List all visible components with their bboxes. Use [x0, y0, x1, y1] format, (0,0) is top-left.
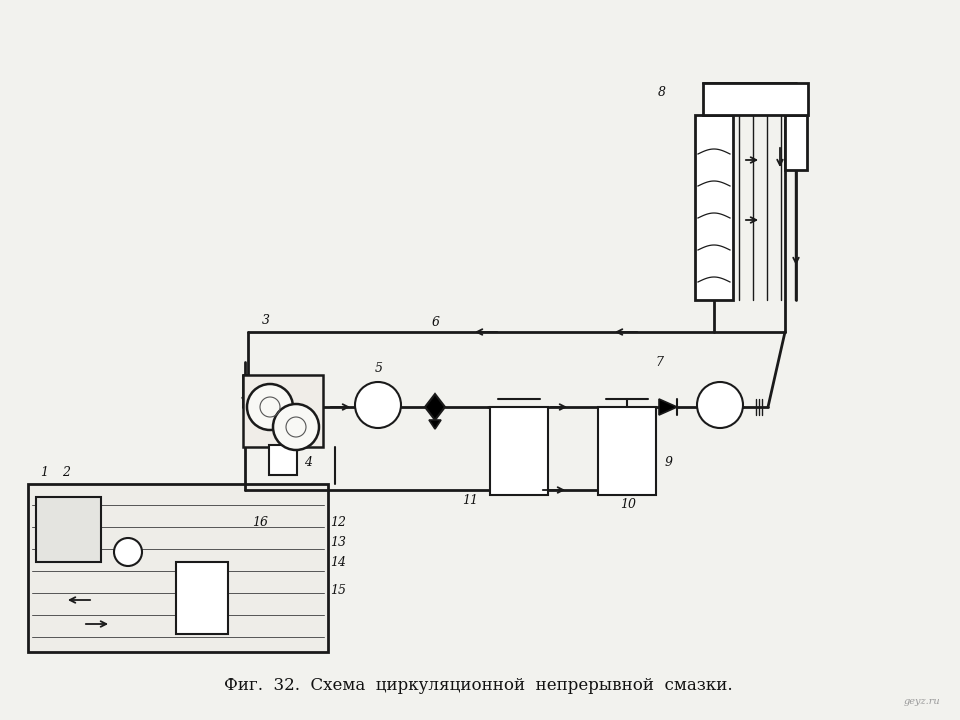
Text: 5: 5: [375, 361, 383, 374]
Text: 15: 15: [330, 583, 346, 596]
Text: 3: 3: [262, 313, 270, 326]
Polygon shape: [425, 394, 445, 420]
Text: 12: 12: [330, 516, 346, 528]
Text: 2: 2: [62, 466, 70, 479]
Bar: [695, 115, 733, 300]
Text: 14: 14: [330, 556, 346, 569]
Text: 13: 13: [330, 536, 346, 549]
Circle shape: [355, 382, 401, 428]
Bar: [243, 375, 323, 447]
Text: 11: 11: [462, 493, 478, 506]
Text: 7: 7: [655, 356, 663, 369]
Text: 8: 8: [658, 86, 666, 99]
Bar: [28, 484, 328, 652]
Circle shape: [697, 382, 743, 428]
Bar: [176, 562, 228, 634]
Text: 10: 10: [620, 498, 636, 511]
Circle shape: [273, 404, 319, 450]
Circle shape: [114, 538, 142, 566]
Bar: [36, 497, 101, 562]
Polygon shape: [659, 399, 677, 415]
Polygon shape: [429, 420, 441, 429]
Bar: [785, 115, 807, 170]
Text: 4: 4: [304, 456, 312, 469]
Bar: [490, 407, 548, 495]
Text: 9: 9: [665, 456, 673, 469]
Bar: [703, 83, 808, 115]
Bar: [598, 407, 656, 495]
Text: 16: 16: [252, 516, 268, 528]
Text: 1: 1: [40, 466, 48, 479]
Text: 6: 6: [432, 315, 440, 328]
Bar: [269, 445, 297, 475]
Text: geyz.ru: geyz.ru: [903, 697, 940, 706]
Text: Фиг.  32.  Схема  циркуляционной  непрерывной  смазки.: Фиг. 32. Схема циркуляционной непрерывно…: [224, 677, 732, 693]
Circle shape: [247, 384, 293, 430]
